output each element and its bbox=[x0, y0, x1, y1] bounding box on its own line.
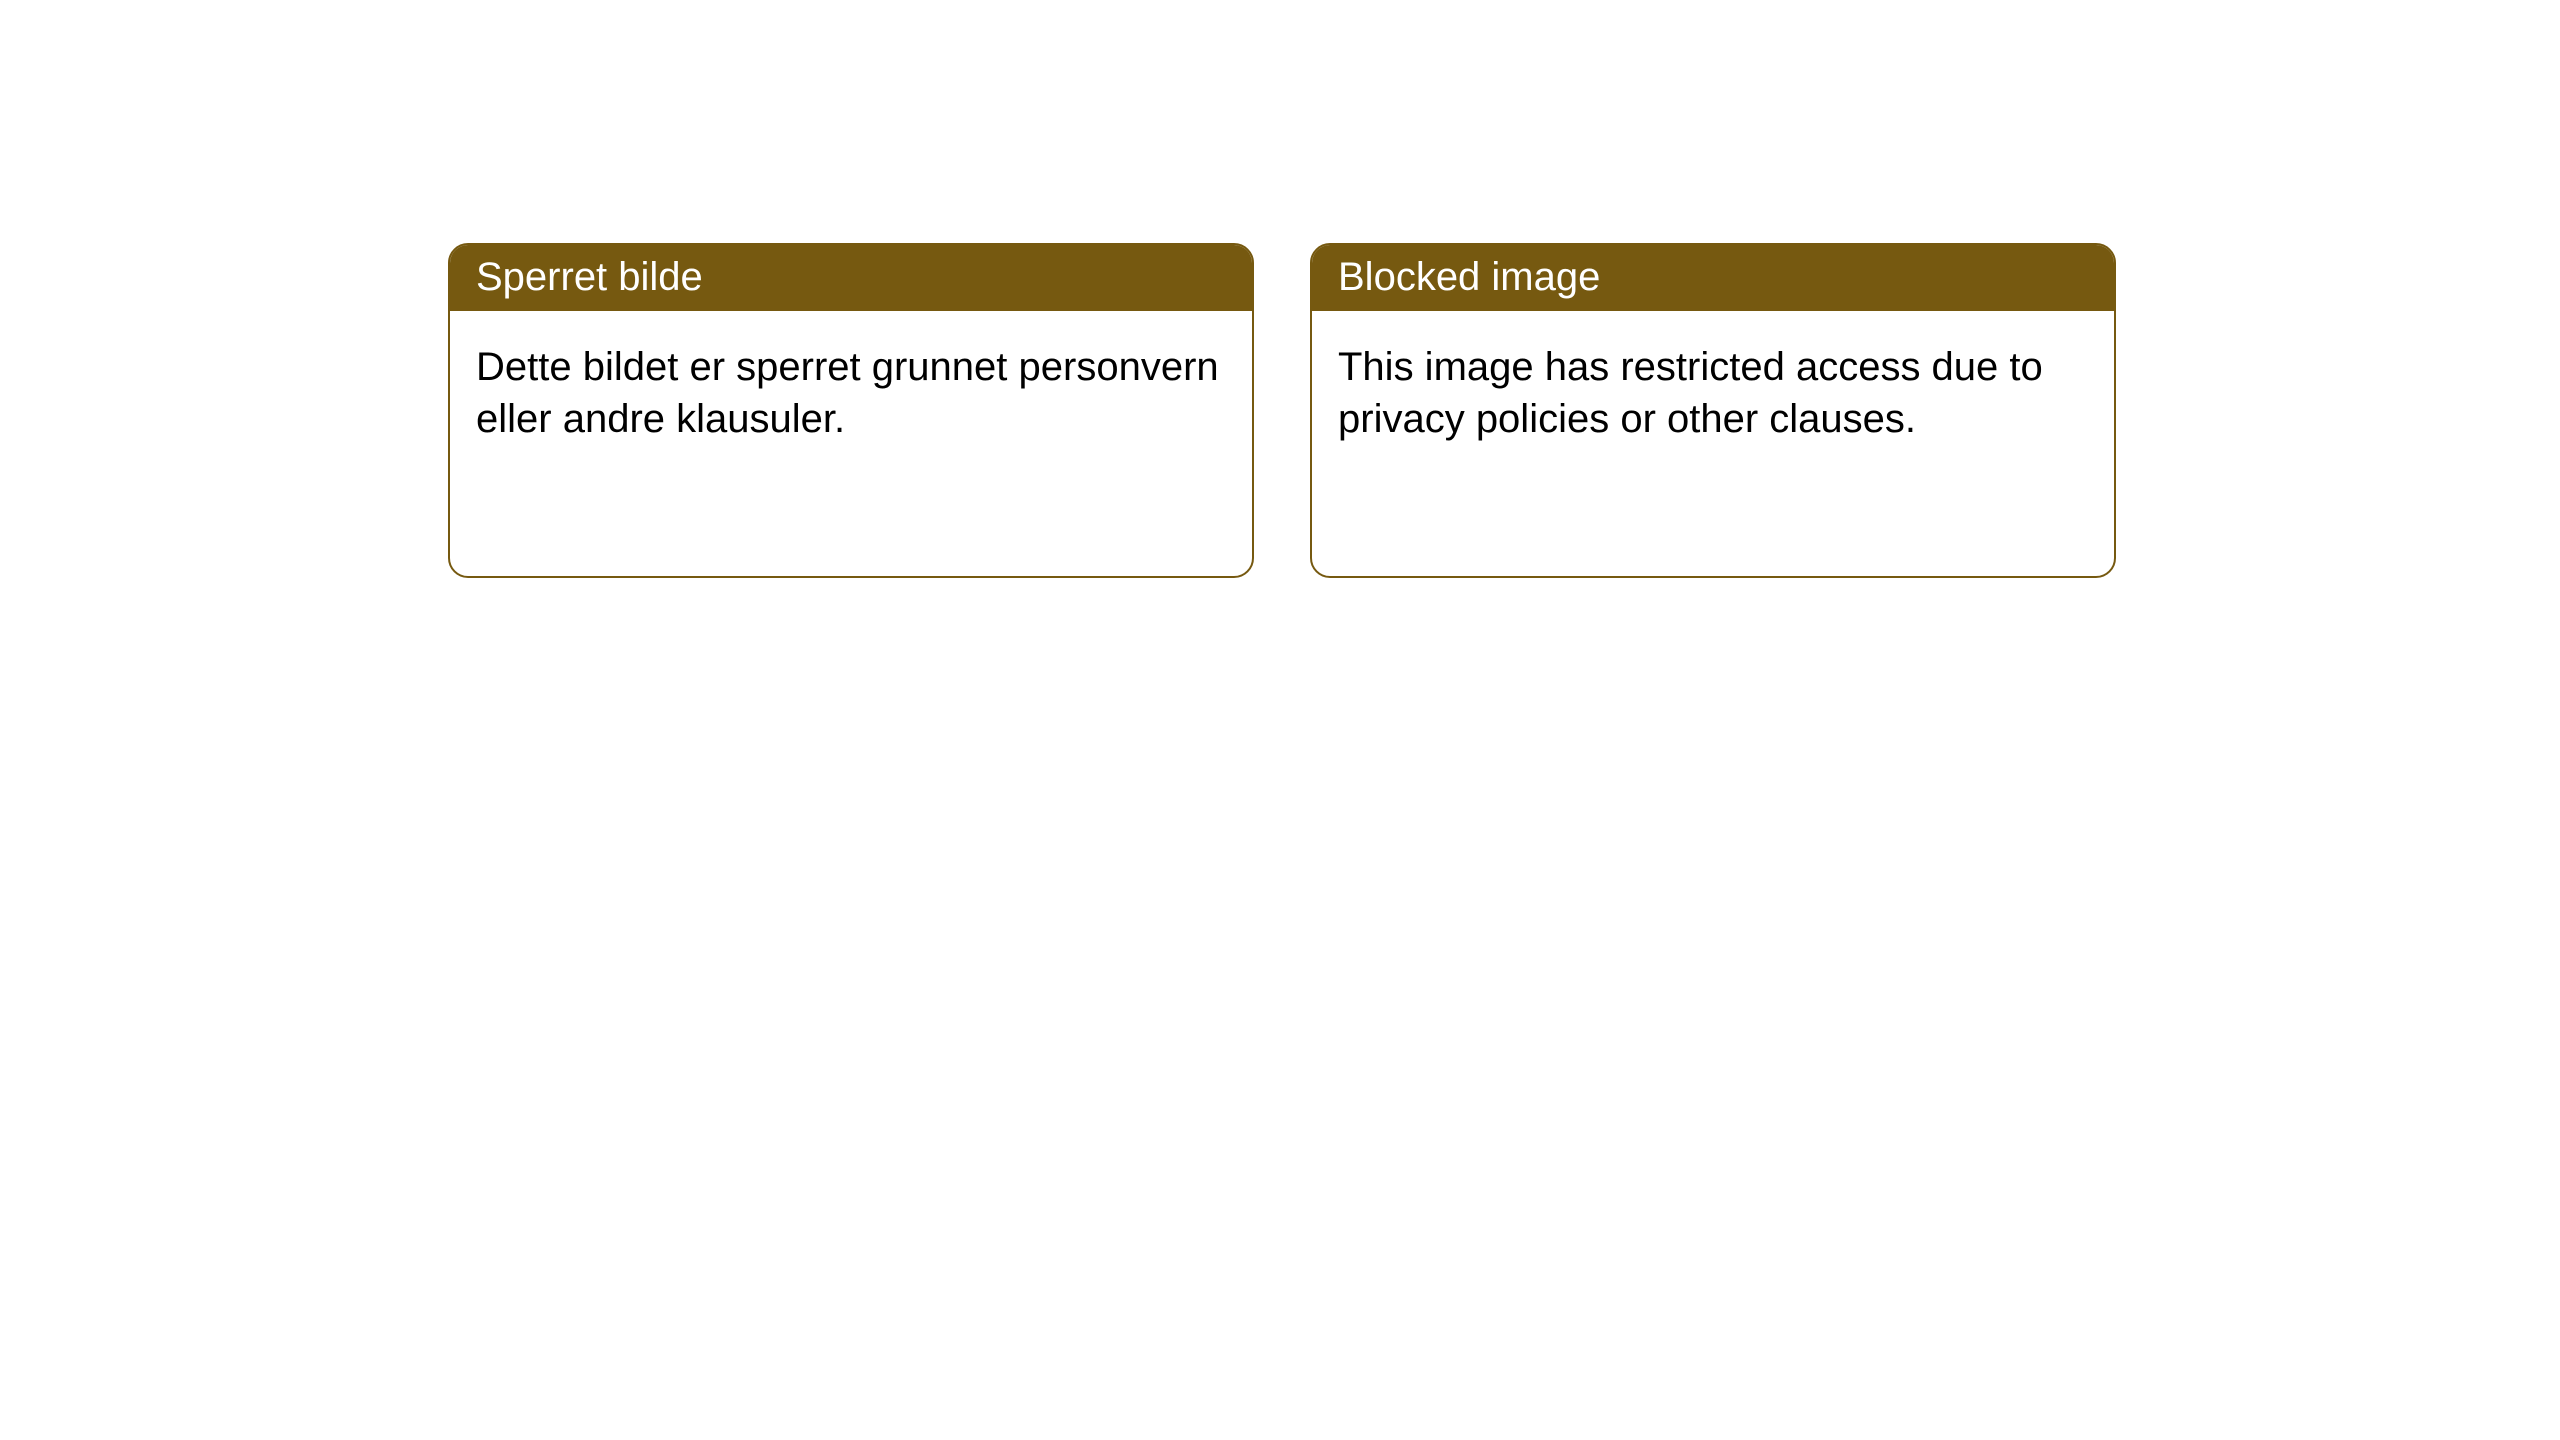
notice-container: Sperret bilde Dette bildet er sperret gr… bbox=[0, 0, 2560, 578]
card-title: Blocked image bbox=[1338, 255, 1600, 299]
card-title: Sperret bilde bbox=[476, 255, 703, 299]
card-body-text: Dette bildet er sperret grunnet personve… bbox=[476, 345, 1219, 441]
card-body: This image has restricted access due to … bbox=[1312, 311, 2114, 475]
card-body-text: This image has restricted access due to … bbox=[1338, 345, 2043, 441]
notice-card-english: Blocked image This image has restricted … bbox=[1310, 243, 2116, 578]
card-body: Dette bildet er sperret grunnet personve… bbox=[450, 311, 1252, 475]
card-header: Blocked image bbox=[1312, 245, 2114, 311]
card-header: Sperret bilde bbox=[450, 245, 1252, 311]
notice-card-norwegian: Sperret bilde Dette bildet er sperret gr… bbox=[448, 243, 1254, 578]
